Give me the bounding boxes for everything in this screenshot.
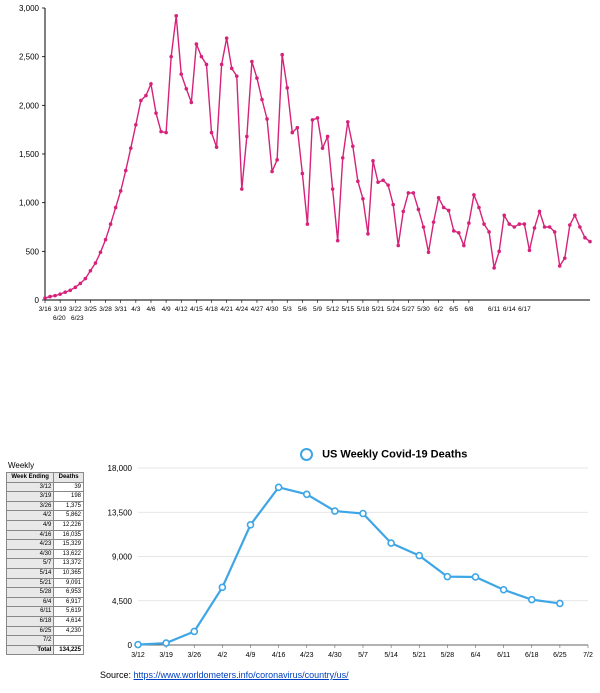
svg-text:5/14: 5/14 xyxy=(384,652,398,659)
svg-text:6/17: 6/17 xyxy=(518,306,531,313)
svg-text:5/21: 5/21 xyxy=(372,306,385,313)
svg-text:4,500: 4,500 xyxy=(112,597,133,606)
svg-text:5/3: 5/3 xyxy=(283,306,292,313)
svg-text:3/19: 3/19 xyxy=(54,306,67,313)
svg-text:500: 500 xyxy=(26,247,40,256)
svg-text:3/25: 3/25 xyxy=(84,306,97,313)
svg-text:5/15: 5/15 xyxy=(341,306,354,313)
svg-text:5/28: 5/28 xyxy=(441,652,455,659)
svg-text:3/31: 3/31 xyxy=(114,306,127,313)
svg-text:5/18: 5/18 xyxy=(357,306,370,313)
table-row: 7/2 xyxy=(7,636,84,646)
svg-text:5/9: 5/9 xyxy=(313,306,322,313)
source-prefix: Source: xyxy=(100,670,134,680)
svg-text:2,500: 2,500 xyxy=(19,53,40,62)
svg-text:4/15: 4/15 xyxy=(190,306,203,313)
legend-label: US Weekly Covid-19 Deaths xyxy=(322,448,467,460)
svg-text:6/25: 6/25 xyxy=(553,652,567,659)
source-link[interactable]: https://www.worldometers.info/coronaviru… xyxy=(134,670,349,680)
svg-text:4/2: 4/2 xyxy=(218,652,228,659)
svg-text:6/2: 6/2 xyxy=(434,306,443,313)
svg-text:4/24: 4/24 xyxy=(235,306,248,313)
svg-text:6/11: 6/11 xyxy=(488,306,501,313)
svg-text:3/19: 3/19 xyxy=(159,652,173,659)
svg-text:4/6: 4/6 xyxy=(146,306,155,313)
svg-text:4/9: 4/9 xyxy=(162,306,171,313)
svg-text:6/11: 6/11 xyxy=(497,652,510,659)
svg-text:5/30: 5/30 xyxy=(417,306,430,313)
table-row: 5/1410,365 xyxy=(7,568,84,578)
svg-text:4/3: 4/3 xyxy=(131,306,140,313)
svg-text:3/12: 3/12 xyxy=(131,652,145,659)
svg-text:3/22: 3/22 xyxy=(69,306,82,313)
table-row: 4/2315,329 xyxy=(7,540,84,550)
weekly-deaths-chart: 0 4,500 9,000 13,500 18,000 3/12 3/19 3/26 4/2 4/… xyxy=(90,460,595,665)
svg-text:4/9: 4/9 xyxy=(246,652,256,659)
weekly-table: Weekly Week EndingDeaths3/12393/191983/2… xyxy=(6,460,84,655)
svg-text:4/12: 4/12 xyxy=(175,306,188,313)
table-row: 6/46,917 xyxy=(7,597,84,607)
table-total-row: Total134,225 xyxy=(7,645,84,655)
svg-text:1,500: 1,500 xyxy=(19,150,40,159)
table-header: Deaths xyxy=(54,473,84,483)
svg-text:6/14: 6/14 xyxy=(503,306,516,313)
svg-text:5/12: 5/12 xyxy=(326,306,339,313)
daily-deaths-chart: 05001,0001,5002,0002,5003,0003/163/193/2… xyxy=(0,0,600,345)
table-row: 5/713,372 xyxy=(7,559,84,569)
svg-text:5/7: 5/7 xyxy=(358,652,368,659)
svg-text:6/20: 6/20 xyxy=(53,315,66,322)
table-header: Week Ending xyxy=(7,473,54,483)
svg-text:5/27: 5/27 xyxy=(402,306,415,313)
svg-text:6/8: 6/8 xyxy=(464,306,473,313)
svg-text:18,000: 18,000 xyxy=(108,464,133,473)
svg-text:5/6: 5/6 xyxy=(298,306,307,313)
svg-text:4/18: 4/18 xyxy=(205,306,218,313)
table-row: 6/115,619 xyxy=(7,607,84,617)
table-row: 5/219,091 xyxy=(7,578,84,588)
table-row: 6/184,614 xyxy=(7,616,84,626)
svg-text:5/24: 5/24 xyxy=(387,306,400,313)
table-row: 3/1239 xyxy=(7,482,84,492)
table-row: 4/25,862 xyxy=(7,511,84,521)
table-row: 5/286,953 xyxy=(7,588,84,598)
table-row: 6/254,230 xyxy=(7,626,84,636)
svg-text:6/23: 6/23 xyxy=(71,315,84,322)
table-row: 3/261,375 xyxy=(7,501,84,511)
svg-text:6/5: 6/5 xyxy=(449,306,458,313)
svg-text:4/27: 4/27 xyxy=(251,306,264,313)
svg-text:3,000: 3,000 xyxy=(19,4,40,13)
svg-text:6/18: 6/18 xyxy=(525,652,539,659)
svg-text:3/28: 3/28 xyxy=(99,306,112,313)
svg-text:5/21: 5/21 xyxy=(412,652,426,659)
svg-text:4/30: 4/30 xyxy=(328,652,342,659)
weekly-table-title: Weekly xyxy=(6,460,84,472)
svg-text:6/4: 6/4 xyxy=(471,652,481,659)
svg-text:3/26: 3/26 xyxy=(187,652,201,659)
svg-text:0: 0 xyxy=(128,641,133,650)
svg-text:7/2: 7/2 xyxy=(583,652,593,659)
table-row: 4/3013,622 xyxy=(7,549,84,559)
svg-text:4/16: 4/16 xyxy=(272,652,286,659)
svg-text:0: 0 xyxy=(35,296,40,305)
svg-text:13,500: 13,500 xyxy=(108,508,133,517)
svg-text:1,000: 1,000 xyxy=(19,199,40,208)
svg-text:4/30: 4/30 xyxy=(266,306,279,313)
table-row: 4/1616,035 xyxy=(7,530,84,540)
svg-text:4/23: 4/23 xyxy=(300,652,314,659)
svg-text:9,000: 9,000 xyxy=(112,553,133,562)
svg-text:3/16: 3/16 xyxy=(39,306,52,313)
table-row: 3/19198 xyxy=(7,492,84,502)
svg-text:2,000: 2,000 xyxy=(19,101,40,110)
table-row: 4/912,226 xyxy=(7,520,84,530)
svg-text:4/21: 4/21 xyxy=(220,306,233,313)
source-line: Source: https://www.worldometers.info/co… xyxy=(100,670,349,680)
